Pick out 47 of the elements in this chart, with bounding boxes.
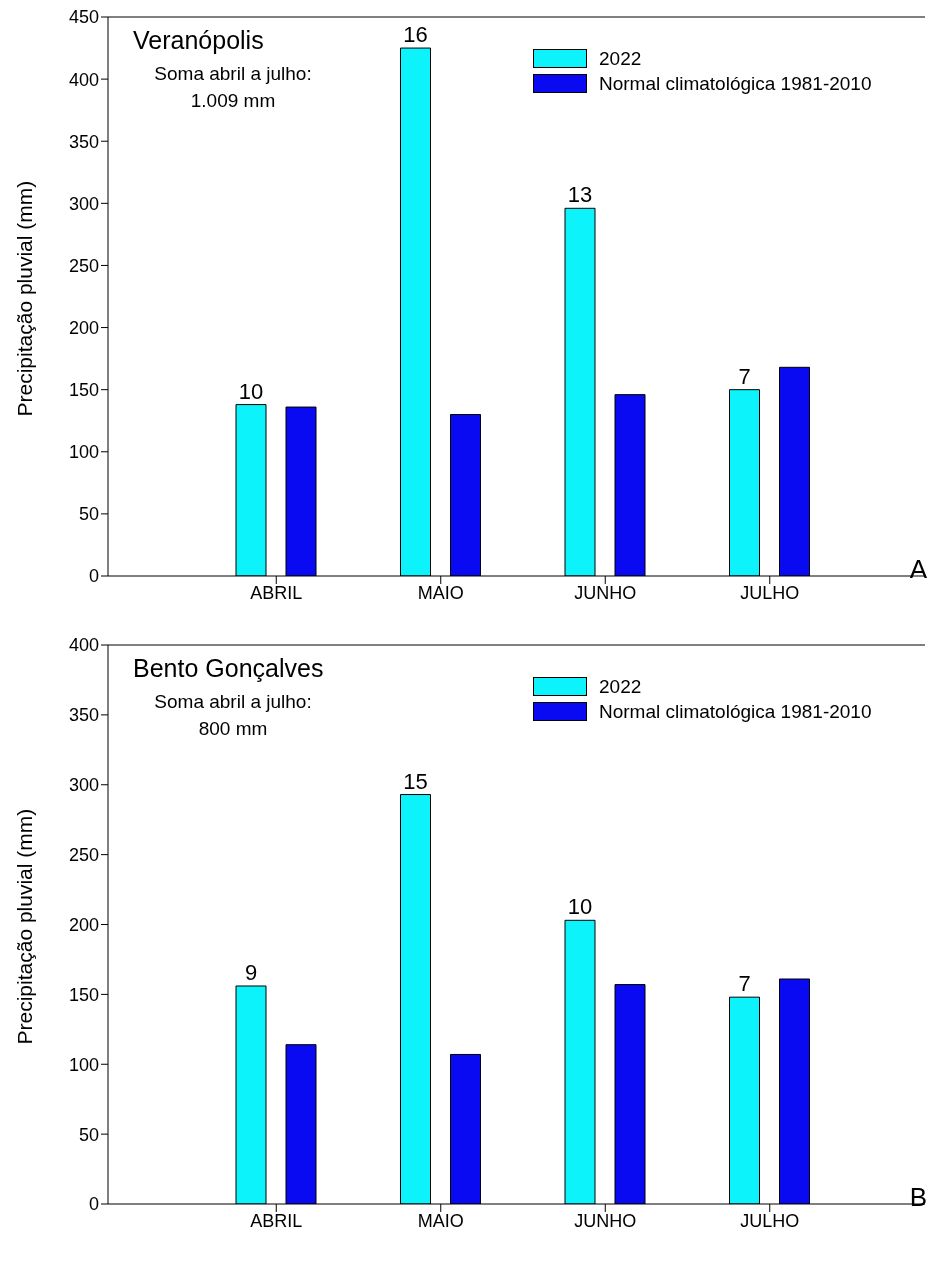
annotation: 16: [403, 22, 428, 48]
y-tick-label: 150: [68, 984, 99, 1005]
y-axis-title: Precipitação pluvial (mm): [13, 180, 37, 417]
legend-label: 2022: [599, 675, 642, 698]
x-tick-label: JUNHO: [574, 1210, 637, 1231]
x-tick-label: MAIO: [417, 582, 464, 603]
x-tick-label: ABRIL: [250, 1210, 303, 1231]
y-axis-title: Precipitação pluvial (mm): [13, 808, 37, 1045]
x-tick-label: ABRIL: [250, 582, 303, 603]
y-tick-label: 100: [68, 442, 99, 463]
y-tick-label: 350: [68, 131, 99, 152]
y-tick-label: 400: [68, 69, 99, 90]
y-tick-label: 200: [68, 914, 99, 935]
legend-label: Normal climatológica 1981-2010: [599, 72, 872, 95]
annotation: 7: [738, 363, 751, 389]
y-tick-label: 250: [68, 255, 99, 276]
annotation: 10: [238, 378, 264, 404]
annotation: Soma abril a julho: 800 mm: [153, 690, 313, 741]
y-tick-label: 350: [68, 705, 99, 726]
y-tick-label: 50: [78, 1124, 99, 1145]
annotation: B: [909, 1182, 927, 1213]
annotation: A: [909, 554, 927, 585]
x-tick-label: JULHO: [740, 1210, 800, 1231]
annotation: 7: [738, 971, 751, 997]
annotation: 9: [244, 959, 258, 985]
annotation: 10: [567, 894, 593, 920]
y-tick-label: 400: [68, 635, 99, 656]
y-tick-label: 0: [88, 566, 99, 587]
y-tick-label: 0: [88, 1194, 99, 1215]
y-tick-label: 250: [68, 845, 99, 866]
x-tick-label: MAIO: [417, 1210, 464, 1231]
annotation: Soma abril a julho: 1.009 mm: [153, 62, 313, 113]
y-tick-label: 300: [68, 193, 99, 214]
y-tick-label: 200: [68, 317, 99, 338]
annotation: 15: [403, 768, 428, 794]
x-tick-label: JULHO: [740, 582, 800, 603]
y-tick-label: 450: [68, 7, 99, 28]
y-tick-label: 50: [78, 504, 99, 525]
y-tick-label: 150: [68, 380, 99, 401]
legend-label: Normal climatológica 1981-2010: [599, 700, 872, 723]
chart-title: Veranópolis: [133, 26, 264, 55]
chart-title: Bento Gonçalves: [133, 654, 324, 683]
x-tick-label: JUNHO: [574, 582, 637, 603]
y-tick-label: 300: [68, 775, 99, 796]
annotation: 13: [567, 182, 593, 208]
y-tick-label: 100: [68, 1054, 99, 1075]
legend-label: 2022: [599, 47, 642, 70]
